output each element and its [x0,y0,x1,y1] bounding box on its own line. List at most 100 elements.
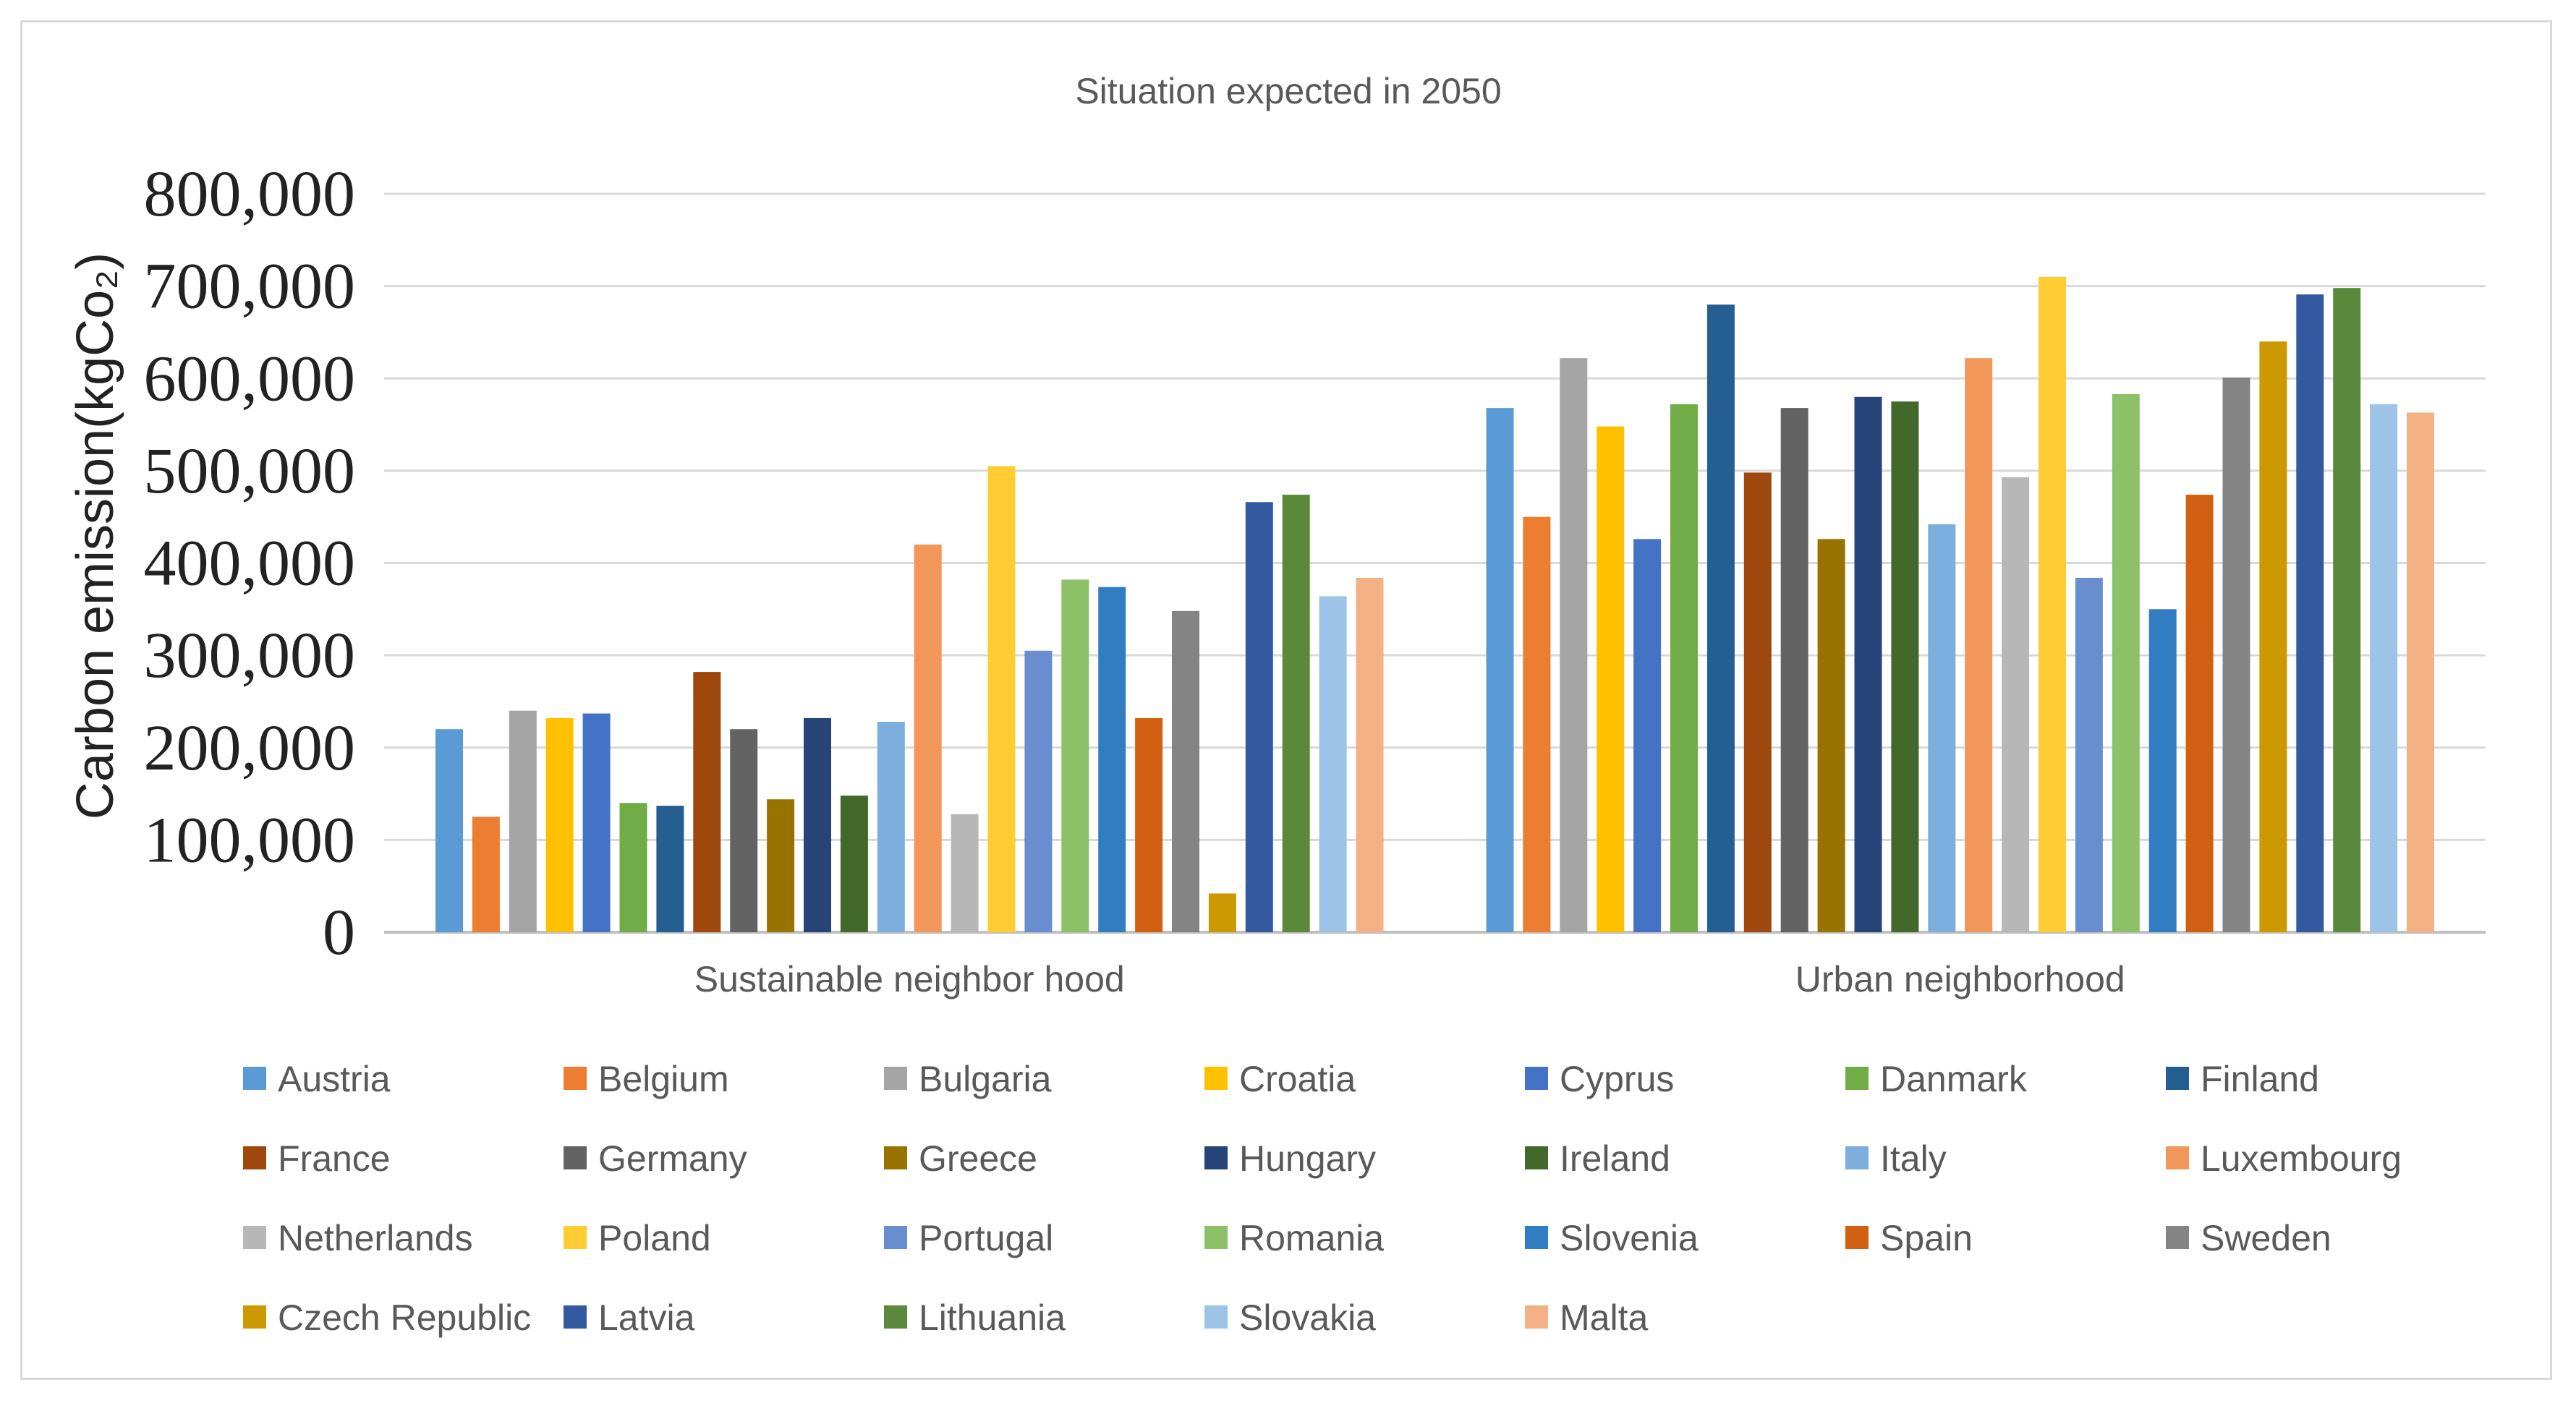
y-tick-label: 0 [323,897,355,968]
legend-swatch [1525,1305,1548,1329]
bar-portugal-sustainable [1024,650,1053,932]
legend-label: Germany [598,1138,747,1179]
bar-germany-sustainable [730,729,758,932]
legend-swatch [884,1226,907,1249]
legend-item-luxembourg: Luxembourg [2166,1138,2402,1179]
legend-label: Poland [598,1218,711,1258]
legend-label: Romania [1239,1218,1384,1258]
legend-label: Spain [1880,1218,1973,1258]
legend-item-portugal: Portugal [884,1218,1053,1258]
legend-item-cyprus: Cyprus [1525,1059,1674,1099]
bar-greece-sustainable [767,799,795,932]
x-category-label: Sustainable neighbor hood [694,959,1125,999]
bar-latvia-urban [2296,294,2324,933]
bar-malta-urban [2407,412,2434,932]
legend-item-lithuania: Lithuania [884,1297,1066,1338]
bar-italy-sustainable [877,722,905,932]
legend-label: Cyprus [1560,1059,1674,1099]
bar-lithuania-urban [2333,288,2361,932]
legend-label: Slovenia [1560,1218,1699,1258]
bar-lithuania-sustainable [1282,495,1310,932]
legend-item-austria: Austria [243,1059,391,1099]
legend-item-spain: Spain [1845,1218,1973,1258]
bar-danmark-sustainable [619,803,647,932]
bar-france-urban [1743,472,1772,932]
legend-item-belgium: Belgium [564,1059,729,1099]
legend-swatch [243,1067,266,1090]
y-tick-label: 300,000 [144,620,356,691]
bar-bulgaria-sustainable [509,710,537,932]
bar-slovenia-sustainable [1098,587,1126,932]
bar-luxembourg-urban [1965,358,1993,932]
bar-belgium-urban [1523,516,1551,932]
legend-label: Slovakia [1239,1297,1376,1338]
y-tick-label: 800,000 [144,158,356,230]
chart-title: Situation expected in 2050 [1075,71,1501,111]
y-tick-label: 500,000 [144,435,356,507]
bar-netherlands-sustainable [951,814,979,932]
bar-france-sustainable [693,672,721,932]
legend-label: France [278,1138,391,1179]
bar-germany-urban [1780,408,1808,932]
bar-croatia-urban [1597,426,1625,932]
legend-label: Bulgaria [919,1059,1052,1099]
bar-sweden-urban [2222,377,2250,932]
bar-romania-sustainable [1061,579,1089,932]
bar-danmark-urban [1670,404,1698,932]
bar-czech-republic-sustainable [1208,893,1236,932]
y-tick-label: 400,000 [144,528,356,600]
bar-czech-republic-urban [2259,341,2287,932]
legend-swatch [564,1305,587,1329]
bar-hungary-urban [1854,396,1882,932]
legend-label: Ireland [1560,1138,1670,1179]
bar-cyprus-sustainable [582,713,611,932]
bar-poland-sustainable [987,466,1016,932]
legend-item-slovakia: Slovakia [1204,1297,1376,1338]
legend-item-sweden: Sweden [2166,1218,2331,1258]
legend-item-danmark: Danmark [1845,1059,2028,1099]
legend-label: Danmark [1880,1059,2028,1099]
legend-item-bulgaria: Bulgaria [884,1059,1052,1099]
legend-swatch [1525,1146,1548,1169]
legend-label: Hungary [1239,1138,1376,1179]
legend-label: Luxembourg [2201,1138,2402,1179]
chart-canvas: Situation expected in 2050 0 100,000 200,0… [67,71,2486,1338]
legend-item-malta: Malta [1525,1297,1648,1338]
legend-swatch [243,1146,266,1169]
legend-item-hungary: Hungary [1204,1138,1376,1179]
legend-item-croatia: Croatia [1204,1059,1356,1099]
legend-label: Croatia [1239,1059,1356,1099]
legend-swatch [1845,1226,1869,1249]
legend-swatch [884,1146,907,1169]
y-tick-label: 200,000 [144,712,356,784]
legend-item-italy: Italy [1845,1138,1947,1179]
bar-italy-urban [1928,524,1956,932]
legend-label: Sweden [2201,1218,2331,1258]
x-axis-categories: Sustainable neighbor hood Urban neighborh… [694,959,2125,999]
legend-label: Malta [1560,1297,1648,1338]
legend-swatch [1204,1305,1228,1329]
y-axis-label: Carbon emission(kgCo₂) [67,252,124,819]
bar-austria-urban [1486,408,1514,932]
legend-item-france: France [243,1138,391,1179]
legend-swatch [1845,1146,1869,1169]
bar-croatia-sustainable [545,717,574,932]
legend-swatch [884,1067,907,1090]
legend-label: Portugal [919,1218,1053,1258]
legend-swatch [1204,1146,1228,1169]
legend-swatch [2166,1067,2189,1090]
bar-slovenia-urban [2148,609,2177,932]
legend-label: Czech Republic [278,1297,531,1338]
legend-label: Italy [1880,1138,1947,1179]
legend-swatch [564,1226,587,1249]
bar-luxembourg-sustainable [914,544,942,932]
legend-swatch [564,1146,587,1169]
legend-item-finland: Finland [2166,1059,2319,1099]
legend-item-ireland: Ireland [1525,1138,1670,1179]
legend-item-greece: Greece [884,1138,1037,1179]
legend-label: Greece [919,1138,1037,1179]
bar-sweden-sustainable [1172,610,1199,932]
bar-cyprus-urban [1633,539,1662,932]
bars [435,276,2434,933]
legend-swatch [884,1305,907,1329]
